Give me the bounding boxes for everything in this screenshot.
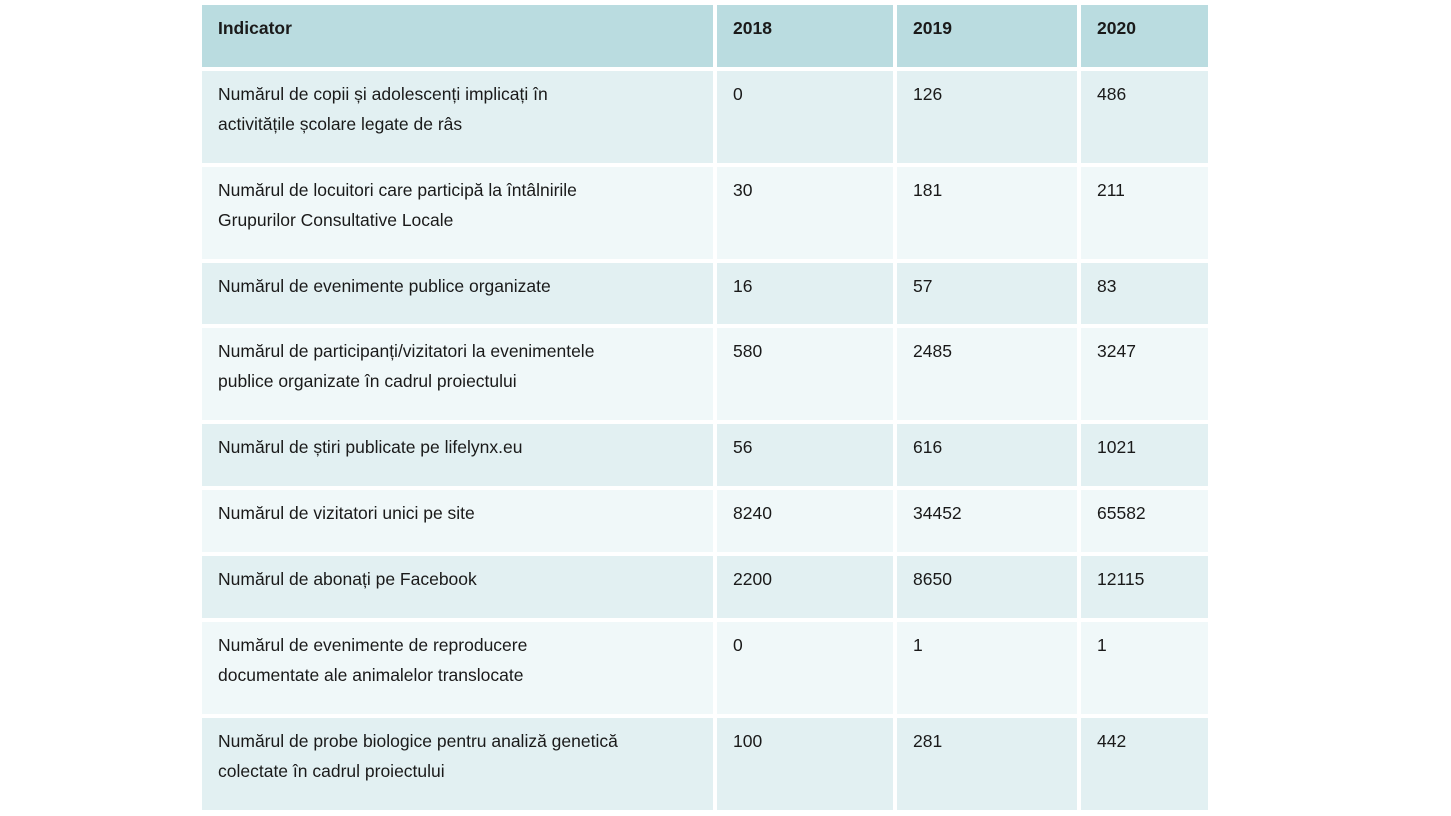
value-cell-2018: 580 (717, 328, 893, 420)
header-cell-2020: 2020 (1081, 5, 1208, 67)
indicator-cell: Numărul de participanți/vizitatori la ev… (202, 328, 713, 420)
value-cell-2018: 8240 (717, 490, 893, 552)
header-cell-2019: 2019 (897, 5, 1077, 67)
value-cell-2019: 1 (897, 622, 1077, 714)
value-cell-2019: 34452 (897, 490, 1077, 552)
indicator-cell: Numărul de probe biologice pentru analiz… (202, 718, 713, 810)
value-cell-2020: 1 (1081, 622, 1208, 714)
value-cell-2019: 57 (897, 263, 1077, 324)
value-cell-2019: 616 (897, 424, 1077, 486)
value-cell-2020: 442 (1081, 718, 1208, 810)
value-cell-2018: 2200 (717, 556, 893, 618)
indicator-cell: Numărul de copii și adolescenți implicaț… (202, 71, 713, 163)
indicator-cell: Numărul de abonați pe Facebook (202, 556, 713, 618)
value-cell-2018: 30 (717, 167, 893, 259)
value-cell-2019: 181 (897, 167, 1077, 259)
value-cell-2020: 1021 (1081, 424, 1208, 486)
indicator-cell: Numărul de evenimente publice organizate (202, 263, 713, 324)
indicator-cell: Numărul de locuitori care participă la î… (202, 167, 713, 259)
value-cell-2018: 100 (717, 718, 893, 810)
indicators-table: Indicator 2018 2019 2020 Numărul de copii și… (202, 5, 1208, 810)
indicator-cell: Numărul de evenimente de reproducere doc… (202, 622, 713, 714)
value-cell-2018: 0 (717, 71, 893, 163)
value-cell-2020: 83 (1081, 263, 1208, 324)
indicator-cell: Numărul de știri publicate pe lifelynx.e… (202, 424, 713, 486)
value-cell-2019: 126 (897, 71, 1077, 163)
value-cell-2019: 281 (897, 718, 1077, 810)
value-cell-2020: 211 (1081, 167, 1208, 259)
value-cell-2020: 12115 (1081, 556, 1208, 618)
value-cell-2020: 3247 (1081, 328, 1208, 420)
header-cell-indicator: Indicator (202, 5, 713, 67)
value-cell-2020: 65582 (1081, 490, 1208, 552)
value-cell-2018: 0 (717, 622, 893, 714)
value-cell-2020: 486 (1081, 71, 1208, 163)
header-cell-2018: 2018 (717, 5, 893, 67)
indicator-cell: Numărul de vizitatori unici pe site (202, 490, 713, 552)
value-cell-2018: 56 (717, 424, 893, 486)
value-cell-2019: 8650 (897, 556, 1077, 618)
value-cell-2018: 16 (717, 263, 893, 324)
value-cell-2019: 2485 (897, 328, 1077, 420)
